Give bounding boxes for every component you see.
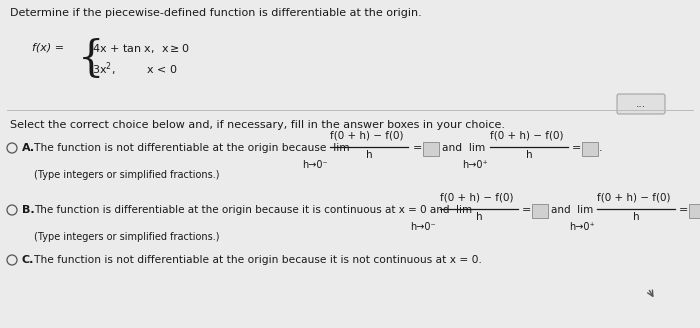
Text: The function is not differentiable at the origin because it is not continuous at: The function is not differentiable at th… [34,255,482,265]
Text: A.: A. [22,143,35,153]
Text: and  lim: and lim [551,205,594,215]
Text: 4x + tan x,  x$\geq$0: 4x + tan x, x$\geq$0 [92,42,190,55]
Text: h: h [365,150,372,160]
Text: and  lim: and lim [442,143,485,153]
Text: h: h [633,212,639,222]
Circle shape [7,255,17,265]
FancyBboxPatch shape [617,94,665,114]
Text: (Type integers or simplified fractions.): (Type integers or simplified fractions.) [34,170,220,180]
Text: (Type integers or simplified fractions.): (Type integers or simplified fractions.) [34,232,220,242]
Text: The function is not differentiable at the origin because  lim: The function is not differentiable at th… [34,143,349,153]
Text: B.: B. [22,205,34,215]
Text: h→0⁺: h→0⁺ [569,222,595,232]
Text: h: h [476,212,482,222]
Text: 3x$^2$,         x < 0: 3x$^2$, x < 0 [92,60,178,78]
FancyBboxPatch shape [423,141,438,155]
Text: The function is differentiable at the origin because it is continuous at x = 0 a: The function is differentiable at the or… [34,205,472,215]
Text: .: . [599,143,603,153]
Text: f(0 + h) − f(0): f(0 + h) − f(0) [597,192,671,202]
Text: C.: C. [22,255,34,265]
Text: =: = [413,143,422,153]
FancyBboxPatch shape [531,203,547,217]
Text: f(x) =: f(x) = [32,42,64,52]
Text: =: = [572,143,582,153]
FancyBboxPatch shape [689,203,700,217]
Text: h→0⁺: h→0⁺ [462,160,488,170]
Text: f(0 + h) − f(0): f(0 + h) − f(0) [330,130,403,140]
Text: f(0 + h) − f(0): f(0 + h) − f(0) [490,130,564,140]
FancyBboxPatch shape [582,141,598,155]
Circle shape [7,143,17,153]
Text: =: = [522,205,531,215]
Text: Select the correct choice below and, if necessary, fill in the answer boxes in y: Select the correct choice below and, if … [10,120,505,130]
Text: f(0 + h) − f(0): f(0 + h) − f(0) [440,192,514,202]
Text: {: { [78,38,104,80]
Text: h: h [526,150,532,160]
Text: Determine if the piecewise-defined function is differentiable at the origin.: Determine if the piecewise-defined funct… [10,8,421,18]
Text: =: = [679,205,688,215]
Text: h→0⁻: h→0⁻ [302,160,328,170]
Text: ...: ... [636,99,646,109]
Circle shape [7,205,17,215]
Text: h→0⁻: h→0⁻ [410,222,435,232]
